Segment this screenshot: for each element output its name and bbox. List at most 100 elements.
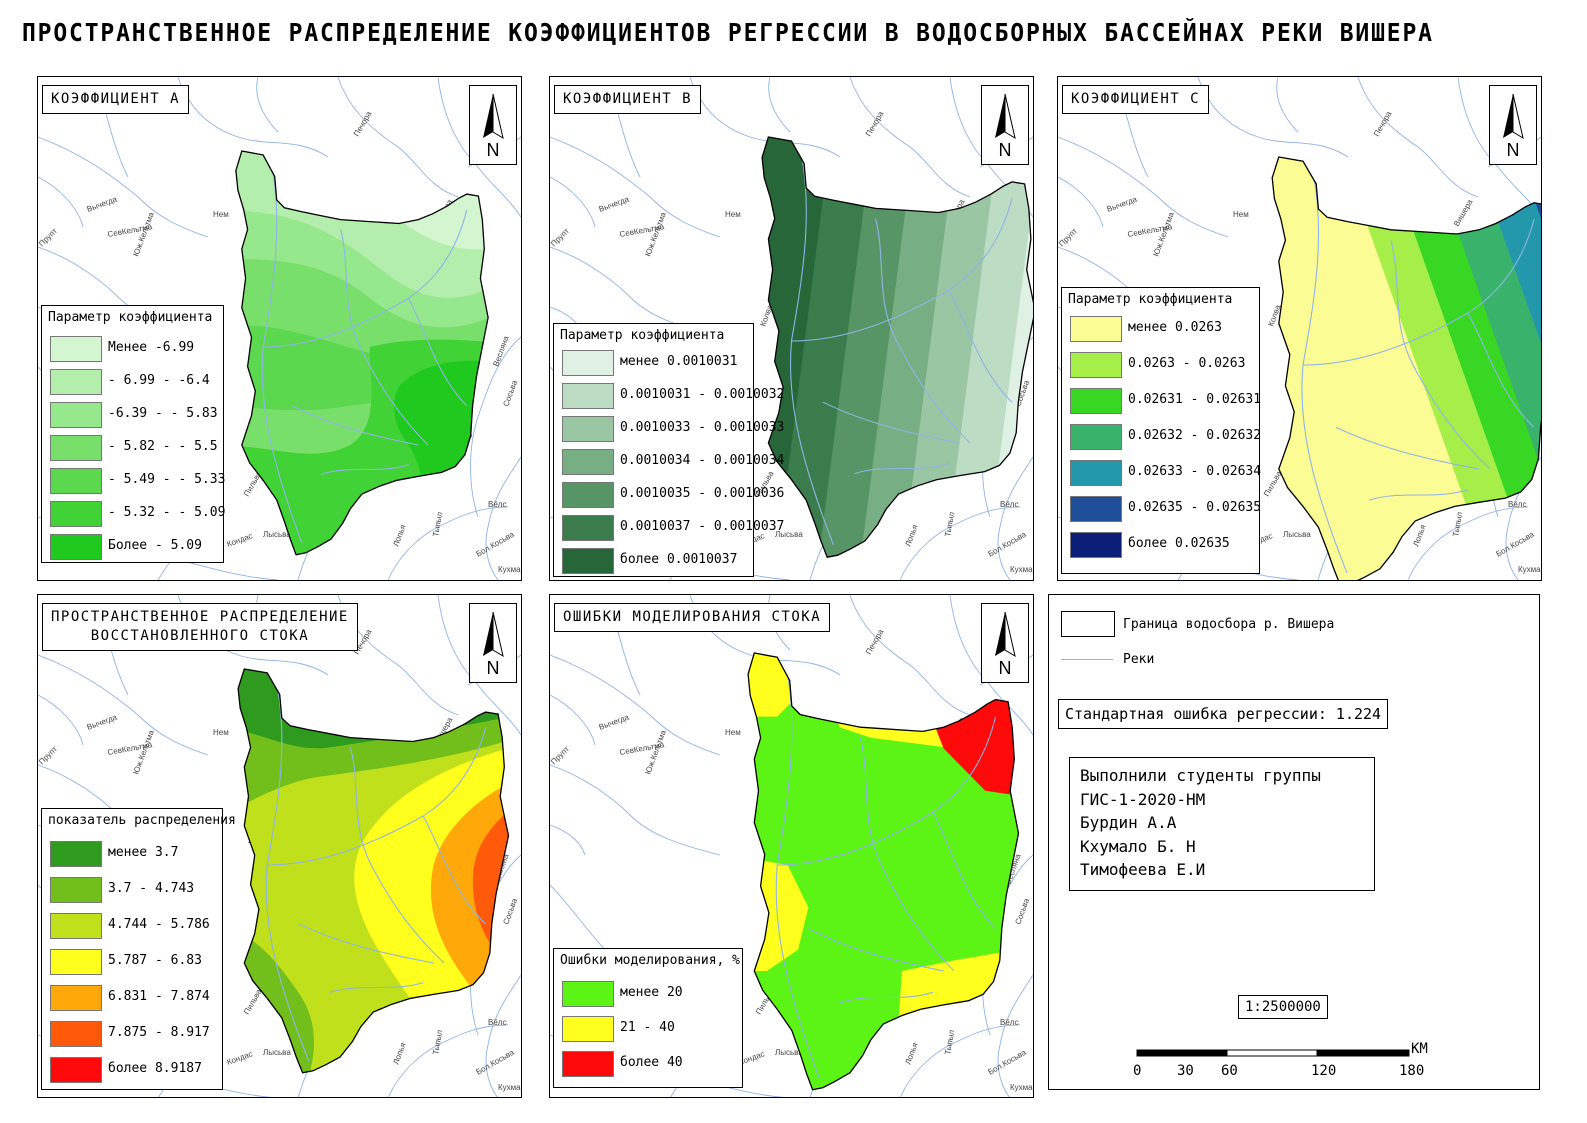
river-label: Кухман xyxy=(1010,1083,1033,1092)
river-label: Прупт xyxy=(550,744,571,766)
legend-label: более 8.9187 xyxy=(108,1061,202,1076)
river-label: Вычегда xyxy=(1106,195,1139,214)
legend-swatch xyxy=(562,449,614,475)
north-letter: N xyxy=(470,658,516,679)
river-label: Сосьва xyxy=(1013,897,1031,926)
legend-label: менее 20 xyxy=(620,985,683,1000)
legend-swatch xyxy=(50,402,102,428)
north-arrow: N xyxy=(981,85,1029,165)
north-letter: N xyxy=(982,658,1028,679)
river-label: Сосьва xyxy=(501,897,519,926)
legend-swatch xyxy=(50,501,102,527)
river-label: Лысьва xyxy=(1283,530,1311,539)
river-label: Кухман xyxy=(1010,565,1033,574)
river-label: Вычегда xyxy=(86,713,119,732)
boundary-label: Граница водосбора р. Вишера xyxy=(1123,617,1334,632)
legend-label: 7.875 - 8.917 xyxy=(108,1025,210,1040)
legend-swatch xyxy=(50,369,102,395)
info-panel: Граница водосбора р. Вишера Реки Стандар… xyxy=(1048,594,1540,1090)
river-label: Вычегда xyxy=(598,195,631,214)
legend-swatch xyxy=(562,1051,614,1077)
river-label: Лопья xyxy=(903,1041,919,1065)
legend-swatch xyxy=(50,435,102,461)
river-label: Вёлс xyxy=(1000,1018,1018,1027)
scale-unit: КМ xyxy=(1411,1041,1428,1057)
panel-title-line2: ВОССТАНОВЛЕННОГО СТОКА xyxy=(51,627,349,646)
legend-label: 0.0010034 - 0.0010034 xyxy=(620,453,784,468)
legend-swatch xyxy=(50,841,102,867)
scale-tick-label: 30 xyxy=(1177,1063,1194,1079)
basin-fill xyxy=(725,632,1033,1097)
river-label: Вычегда xyxy=(598,713,631,732)
legend-swatch xyxy=(562,383,614,409)
legend-label: более 0.0010037 xyxy=(620,552,737,567)
river-label: Прупт xyxy=(550,226,571,248)
scale-tick-label: 180 xyxy=(1399,1063,1424,1079)
legend-title: показатель распределения xyxy=(48,813,236,828)
legend-label: 0.02633 - 0.02634 xyxy=(1128,464,1261,479)
legend-label: 0.0010035 - 0.0010036 xyxy=(620,486,784,501)
legend-label: менее 3.7 xyxy=(108,845,178,860)
river-label: Лопья xyxy=(391,1041,407,1065)
river-label: Вёлс xyxy=(488,500,506,509)
river-label: Вёлс xyxy=(1000,500,1018,509)
river-label: Лопья xyxy=(391,523,407,547)
legend-swatch xyxy=(562,1016,614,1042)
river-label: Бол.Косьва xyxy=(987,1048,1029,1077)
river-label: Нем xyxy=(725,728,741,737)
boundary-swatch xyxy=(1061,611,1115,637)
legend-label: - 5.82 - - 5.5 xyxy=(108,439,218,454)
river-label: Лысьва xyxy=(263,1048,291,1057)
legend-label: 0.02635 - 0.02635 xyxy=(1128,500,1261,515)
legend-swatch xyxy=(50,949,102,975)
legend-label: 0.0010037 - 0.0010037 xyxy=(620,519,784,534)
north-letter: N xyxy=(1490,140,1536,161)
river-label: Вычегда xyxy=(86,195,119,214)
panel-coefficient-c: ПечораВычегдаНемПруптСевКельтмаВишераВиж… xyxy=(1057,76,1542,581)
legend-label: - 6.99 - -6.4 xyxy=(108,373,210,388)
legend-swatch xyxy=(1070,424,1122,450)
legend-label: менее 0.0263 xyxy=(1128,320,1222,335)
north-letter: N xyxy=(982,140,1028,161)
legend-swatch xyxy=(562,981,614,1007)
river-swatch xyxy=(1061,659,1113,660)
river-label: Прупт xyxy=(38,744,59,766)
river-label: Пильва xyxy=(242,987,264,1016)
north-arrow: N xyxy=(981,603,1029,683)
panel-restored-runoff: ПечораВычегдаНемПруптСевКельтмаВишераВиж… xyxy=(37,594,522,1098)
std-error-box: Стандартная ошибка регрессии: 1.224 xyxy=(1058,699,1388,729)
river-label: Нем xyxy=(213,210,229,219)
river-label: Тыпыл xyxy=(943,1029,956,1056)
panel-coefficient-a: ПечораВычегдаНемПруптСевКельтмаВишераВиж… xyxy=(37,76,522,581)
legend-swatch xyxy=(50,985,102,1011)
legend-label: Более - 5.09 xyxy=(108,538,202,553)
legend-label: 0.0263 - 0.0263 xyxy=(1128,356,1245,371)
river-label: Бол.Косьва xyxy=(987,530,1029,559)
river-label: Кондас xyxy=(226,531,254,549)
legend-label: -6.39 - - 5.83 xyxy=(108,406,218,421)
legend-label: 3.7 - 4.743 xyxy=(108,881,194,896)
river-label: Кухман xyxy=(498,1083,521,1092)
legend-label: 5.787 - 6.83 xyxy=(108,953,202,968)
legend-label: 0.02632 - 0.02632 xyxy=(1128,428,1261,443)
legend-label: 21 - 40 xyxy=(620,1020,675,1035)
panel-coefficient-b: ПечораВычегдаНемПруптСевКельтмаВишераВиж… xyxy=(549,76,1034,581)
panel-title-line1: ПРОСТРАНСТВЕННОЕ РАСПРЕДЕЛЕНИЕ xyxy=(51,608,349,627)
author-line: Кхумало Б. Н xyxy=(1080,835,1321,859)
legend-label: 0.0010031 - 0.0010032 xyxy=(620,387,784,402)
legend-label: 6.831 - 7.874 xyxy=(108,989,210,1004)
legend-label: - 5.49 - - 5.33 xyxy=(108,472,225,487)
river-label: Нем xyxy=(213,728,229,737)
legend-swatch xyxy=(562,416,614,442)
river-label: Печора xyxy=(864,627,886,656)
legend-swatch xyxy=(1070,352,1122,378)
legend-modeling-errors: Ошибки моделирования, % менее 20 21 - 40 бо… xyxy=(553,948,743,1088)
legend-swatch xyxy=(50,913,102,939)
legend-swatch xyxy=(50,1057,102,1083)
river-label: Прупт xyxy=(1058,226,1079,248)
legend-swatch xyxy=(50,468,102,494)
panel-title: ПРОСТРАНСТВЕННОЕ РАСПРЕДЕЛЕНИЕ ВОССТАНОВ… xyxy=(42,603,358,651)
panel-title: КОЭФФИЦИЕНТ А xyxy=(42,85,189,114)
legend-label: 0.02631 - 0.02631 xyxy=(1128,392,1261,407)
legend-swatch xyxy=(562,548,614,574)
